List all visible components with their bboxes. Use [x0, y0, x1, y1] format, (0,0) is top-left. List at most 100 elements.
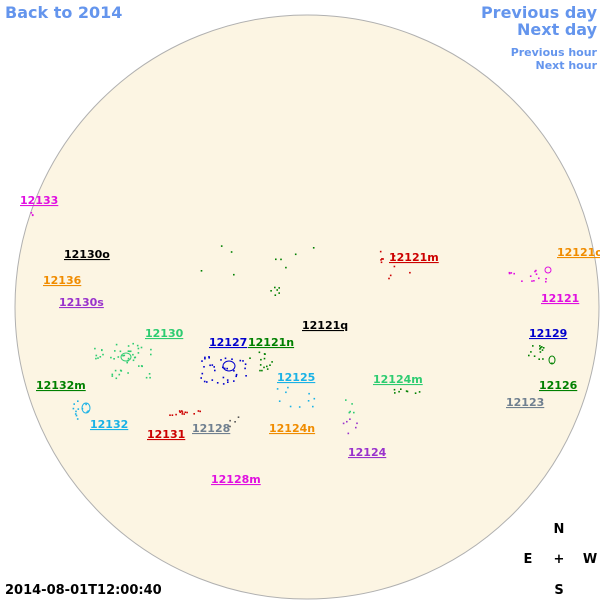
sunspot: [237, 416, 240, 418]
region-link[interactable]: 12128m: [211, 473, 261, 486]
sunspot: [119, 350, 122, 353]
sunspot: [229, 419, 231, 422]
sunspot: [197, 410, 200, 412]
region-link[interactable]: 12133: [20, 194, 58, 207]
sunspot: [115, 343, 118, 346]
sunspot: [398, 390, 400, 393]
sunspot: [132, 342, 134, 345]
sunspot: [266, 365, 268, 368]
sunspot: [270, 290, 272, 292]
sunspot: [289, 405, 292, 408]
sunspot: [261, 369, 263, 372]
sunspot: [380, 261, 383, 264]
sunspot: [118, 373, 121, 376]
region-link[interactable]: 12129: [529, 327, 567, 340]
sunspot: [355, 426, 357, 429]
sunspot: [203, 380, 206, 383]
sunspot: [409, 271, 411, 274]
sunspot: [406, 390, 409, 393]
back-link[interactable]: Back to 2014: [5, 3, 122, 22]
region-link[interactable]: 12121m: [389, 251, 439, 264]
sunspot: [235, 375, 237, 378]
sunspot: [132, 353, 134, 356]
sunspot: [531, 280, 533, 282]
spot-outline: [81, 402, 91, 414]
sunspot: [203, 366, 205, 368]
region-link[interactable]: 12124: [348, 446, 387, 459]
sunspot: [263, 357, 266, 360]
region-link[interactable]: 12126: [539, 379, 578, 392]
region-link[interactable]: 12121o: [557, 246, 600, 259]
sunspot: [342, 422, 345, 425]
sunspot: [204, 356, 206, 359]
sunspot: [150, 348, 152, 351]
sunspot: [201, 372, 204, 375]
sunspot: [179, 411, 181, 413]
sunspot: [87, 410, 89, 412]
sunspot: [209, 364, 211, 367]
sunspot: [137, 347, 140, 350]
region-link[interactable]: 12132: [90, 418, 128, 431]
sunspot: [226, 379, 229, 381]
sunspot: [208, 356, 210, 358]
sunspot: [356, 422, 358, 425]
sunspot: [258, 351, 261, 354]
sunspot: [95, 354, 98, 357]
sunspot: [351, 403, 353, 405]
sunspot: [233, 273, 235, 276]
sunspot: [418, 391, 421, 393]
sunspot: [148, 373, 151, 375]
region-link[interactable]: 12127: [209, 336, 247, 349]
sunspot: [85, 403, 87, 406]
sunspot: [75, 410, 77, 413]
region-link[interactable]: 12123: [506, 396, 544, 409]
region-link[interactable]: 12124m: [373, 373, 423, 386]
region-link[interactable]: 12121n: [248, 336, 294, 349]
sunspot: [193, 413, 195, 415]
spot-outline: [222, 360, 236, 372]
sunspots: [30, 212, 556, 435]
region-link[interactable]: 12128: [192, 422, 230, 435]
sunspot: [313, 397, 316, 400]
next-hour-link[interactable]: Next hour: [536, 59, 598, 72]
region-link[interactable]: 12130o: [64, 248, 110, 261]
region-link[interactable]: 12130s: [59, 296, 104, 309]
sunspot: [94, 347, 96, 350]
sunspot: [31, 214, 34, 216]
previous-hour-link[interactable]: Previous hour: [511, 46, 598, 59]
compass-south: S: [554, 583, 563, 598]
sunspot: [280, 258, 282, 261]
sunspot: [77, 400, 79, 402]
sunspot: [382, 258, 384, 260]
spot-outline: [120, 352, 132, 362]
sunspot: [231, 358, 233, 360]
sunspot: [216, 382, 219, 384]
region-link[interactable]: 12131: [147, 428, 185, 441]
region-link[interactable]: 12124n: [269, 422, 315, 435]
sunspot: [213, 366, 215, 368]
sunspot: [260, 358, 262, 361]
sunspot: [249, 357, 251, 359]
sunspot: [263, 366, 265, 369]
region-link[interactable]: 12132m: [36, 379, 86, 392]
region-link[interactable]: 12121q: [302, 319, 348, 332]
previous-day-link[interactable]: Previous day: [481, 3, 598, 22]
region-link[interactable]: 12121: [541, 292, 579, 305]
region-link[interactable]: 12125: [277, 371, 315, 384]
region-link[interactable]: 12130: [145, 327, 184, 340]
sunspot: [111, 375, 114, 377]
solar-disk: [14, 14, 600, 600]
sunspot: [393, 255, 396, 257]
sunspot: [307, 400, 310, 402]
sunspot: [545, 278, 547, 280]
sunspot: [394, 392, 396, 394]
sunspot: [127, 350, 130, 352]
sunspot: [393, 388, 396, 391]
region-link[interactable]: 12136: [43, 274, 82, 287]
next-day-link[interactable]: Next day: [517, 20, 598, 39]
sunspot: [533, 355, 536, 357]
sunspot: [532, 345, 534, 347]
sunspot: [181, 413, 184, 415]
sunspot: [201, 360, 203, 362]
sunspot: [226, 367, 228, 370]
